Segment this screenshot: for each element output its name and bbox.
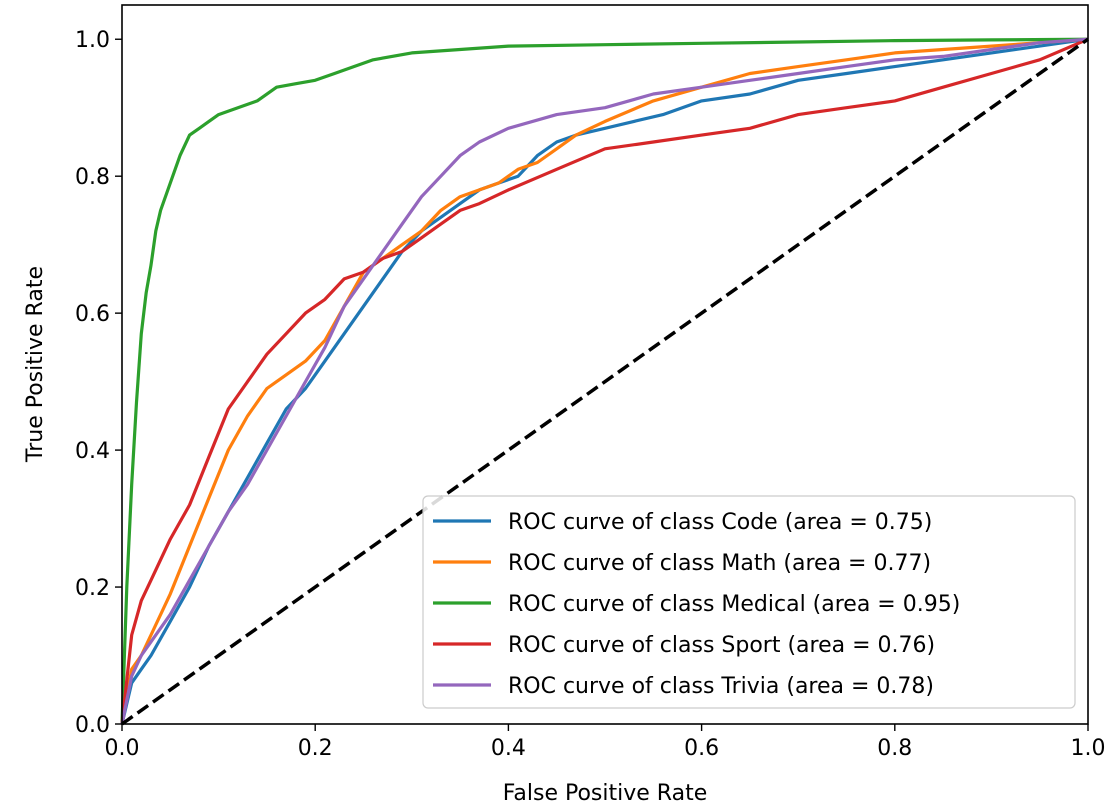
legend-entry-0: ROC curve of class Code (area = 0.75) <box>508 510 932 535</box>
series-line-3 <box>120 37 1089 725</box>
diagonal-reference-line <box>120 37 1090 726</box>
plot-lines <box>120 37 1090 726</box>
x-tick-label: 0.6 <box>684 736 719 761</box>
y-tick-label: 0.6 <box>75 302 110 327</box>
series-line-2 <box>120 37 1089 725</box>
series-line-4 <box>120 37 1089 725</box>
x-tick-label: 0.4 <box>491 736 526 761</box>
y-tick-label: 0.2 <box>75 576 110 601</box>
legend-entry-3: ROC curve of class Sport (area = 0.76) <box>508 633 935 658</box>
x-tick-label: 1.0 <box>1071 736 1106 761</box>
legend-box <box>422 495 1076 709</box>
x-axis-label: False Positive Rate <box>503 781 707 806</box>
legend-entry-1: ROC curve of class Math (area = 0.77) <box>508 551 931 576</box>
x-tick-label: 0.8 <box>877 736 912 761</box>
y-tick-label: 0.8 <box>75 165 110 190</box>
legend-entry-2: ROC curve of class Medical (area = 0.95) <box>508 592 960 617</box>
x-axis-ticks: 0.0 0.2 0.4 0.6 0.8 1.0 <box>105 724 1106 761</box>
legend-entry-4: ROC curve of class Trivia (area = 0.78) <box>508 674 934 699</box>
y-axis-label: True Positive Rate <box>23 266 48 463</box>
y-tick-label: 0.4 <box>75 439 110 464</box>
y-tick-label: 1.0 <box>75 28 110 53</box>
x-tick-label: 0.2 <box>298 736 333 761</box>
series-line-1 <box>120 37 1089 725</box>
plot-frame <box>121 4 1089 725</box>
y-axis-ticks: 0.0 0.2 0.4 0.6 0.8 1.0 <box>75 28 122 738</box>
y-tick-label: 0.0 <box>75 713 110 738</box>
legend: ROC curve of class Code (area = 0.75) ROC… <box>422 495 1076 709</box>
x-tick-label: 0.0 <box>105 736 140 761</box>
